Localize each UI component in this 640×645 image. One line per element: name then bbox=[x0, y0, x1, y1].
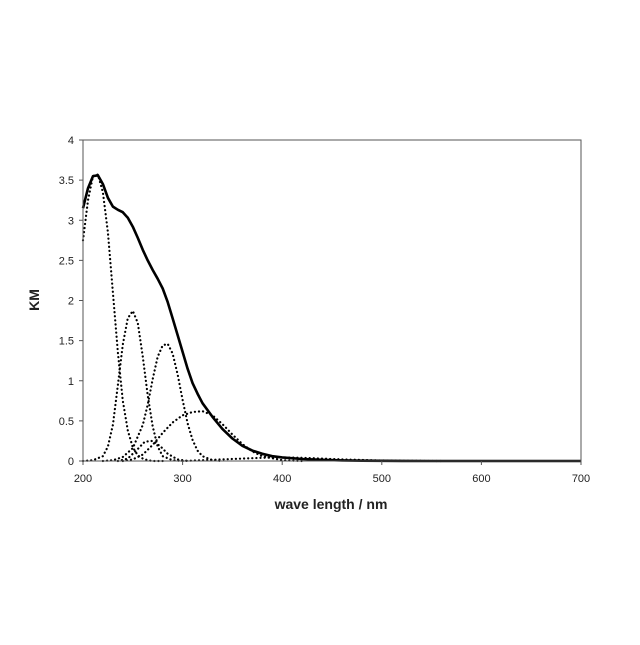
y-tick-label: 2.5 bbox=[59, 255, 74, 267]
y-tick-label: 3 bbox=[68, 215, 74, 227]
y-tick-label: 1.5 bbox=[59, 336, 74, 348]
tick-layer: 200 300 400 500 600 700 0 0.5 1 1.5 2 2.5 3 3.5 4 bbox=[59, 135, 590, 485]
y-tick-label: 0 bbox=[68, 456, 74, 468]
x-axis-title: wave length / nm bbox=[274, 496, 388, 512]
y-axis-title: KM bbox=[26, 289, 42, 311]
series-total-line bbox=[83, 175, 581, 461]
y-tick-label: 0.5 bbox=[59, 416, 74, 428]
x-tick-label: 200 bbox=[74, 473, 92, 485]
plot-area-frame bbox=[83, 140, 581, 461]
y-tick-label: 2 bbox=[68, 296, 74, 308]
y-tick-label: 4 bbox=[68, 135, 74, 147]
x-tick-label: 500 bbox=[373, 473, 391, 485]
y-tick-label: 3.5 bbox=[59, 175, 74, 187]
x-tick-label: 600 bbox=[472, 473, 490, 485]
x-tick-label: 700 bbox=[572, 473, 590, 485]
y-tick-label: 1 bbox=[68, 376, 74, 388]
series-component-2 bbox=[83, 311, 183, 461]
x-tick-label: 400 bbox=[273, 473, 291, 485]
x-tick-label: 300 bbox=[173, 473, 191, 485]
series-layer bbox=[83, 175, 581, 462]
